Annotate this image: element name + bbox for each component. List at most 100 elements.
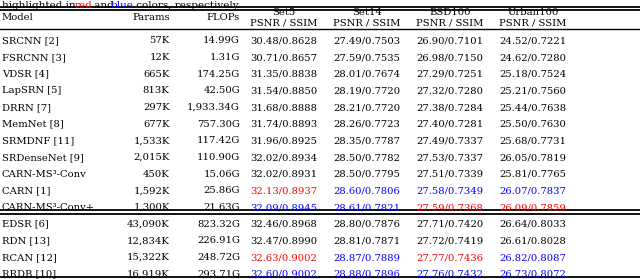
Text: PSNR / SSIM: PSNR / SSIM (250, 19, 317, 28)
Text: 297K: 297K (143, 103, 170, 112)
Text: 25.18/0.7524: 25.18/0.7524 (499, 70, 567, 79)
Text: 27.38/0.7284: 27.38/0.7284 (417, 103, 483, 112)
Text: 32.46/0.8968: 32.46/0.8968 (250, 220, 317, 229)
Text: 31.96/0.8925: 31.96/0.8925 (250, 136, 317, 145)
Text: BSD100: BSD100 (429, 8, 470, 17)
Text: MemNet [8]: MemNet [8] (2, 120, 63, 129)
Text: 1,933.34G: 1,933.34G (187, 103, 240, 112)
Text: and: and (91, 1, 117, 10)
Text: Set5: Set5 (272, 8, 295, 17)
Text: 117.42G: 117.42G (196, 136, 240, 145)
Text: 757.30G: 757.30G (197, 120, 240, 129)
Text: FLOPs: FLOPs (207, 13, 240, 22)
Text: DRRN [7]: DRRN [7] (2, 103, 51, 112)
Text: 32.02/0.8931: 32.02/0.8931 (250, 170, 317, 179)
Text: 31.54/0.8850: 31.54/0.8850 (250, 86, 317, 95)
Text: 26.90/0.7101: 26.90/0.7101 (417, 36, 483, 45)
Text: 27.49/0.7503: 27.49/0.7503 (333, 36, 400, 45)
Text: 28.50/0.7795: 28.50/0.7795 (333, 170, 400, 179)
Text: PSNR / SSIM: PSNR / SSIM (499, 19, 567, 28)
Text: 21.63G: 21.63G (204, 203, 240, 212)
Text: 248.72G: 248.72G (197, 253, 240, 262)
Text: 26.64/0.8033: 26.64/0.8033 (500, 220, 566, 229)
Text: 2,015K: 2,015K (133, 153, 170, 162)
Text: 28.61/0.7821: 28.61/0.7821 (333, 203, 400, 212)
Text: CARN-MS³-Conv: CARN-MS³-Conv (2, 170, 86, 179)
Text: 24.52/0.7221: 24.52/0.7221 (499, 36, 567, 45)
Text: RRDB [10]: RRDB [10] (2, 270, 56, 279)
Text: 226.91G: 226.91G (197, 236, 240, 245)
Text: 28.60/0.7806: 28.60/0.7806 (333, 186, 400, 195)
Text: 27.40/0.7281: 27.40/0.7281 (416, 120, 484, 129)
Text: 42.50G: 42.50G (204, 86, 240, 95)
Text: 110.90G: 110.90G (196, 153, 240, 162)
Text: red: red (75, 1, 93, 10)
Text: 12,834K: 12,834K (127, 236, 170, 245)
Text: FSRCNN [3]: FSRCNN [3] (2, 53, 66, 62)
Text: blue: blue (111, 1, 134, 10)
Text: 32.47/0.8990: 32.47/0.8990 (250, 236, 317, 245)
Text: 28.35/0.7787: 28.35/0.7787 (333, 136, 400, 145)
Text: 1.31G: 1.31G (209, 53, 240, 62)
Text: 450K: 450K (143, 170, 170, 179)
Text: highlighted in: highlighted in (2, 1, 79, 10)
Text: 25.81/0.7765: 25.81/0.7765 (500, 170, 566, 179)
Text: 27.77/0.7436: 27.77/0.7436 (417, 253, 483, 262)
Text: CARN [1]: CARN [1] (2, 186, 51, 195)
Text: 28.80/0.7876: 28.80/0.7876 (333, 220, 400, 229)
Text: 28.01/0.7674: 28.01/0.7674 (333, 70, 400, 79)
Text: 27.32/0.7280: 27.32/0.7280 (417, 86, 483, 95)
Text: 30.71/0.8657: 30.71/0.8657 (250, 53, 317, 62)
Text: EDSR [6]: EDSR [6] (2, 220, 49, 229)
Text: 27.51/0.7339: 27.51/0.7339 (417, 170, 483, 179)
Text: 1,533K: 1,533K (133, 136, 170, 145)
Text: 31.68/0.8888: 31.68/0.8888 (250, 103, 317, 112)
Text: 25.44/0.7638: 25.44/0.7638 (500, 103, 566, 112)
Text: VDSR [4]: VDSR [4] (2, 70, 49, 79)
Text: 28.88/0.7896: 28.88/0.7896 (333, 270, 400, 279)
Text: 31.35/0.8838: 31.35/0.8838 (250, 70, 317, 79)
Text: 1,300K: 1,300K (133, 203, 170, 212)
Text: RCAN [12]: RCAN [12] (2, 253, 57, 262)
Text: 27.59/0.7535: 27.59/0.7535 (333, 53, 400, 62)
Text: 26.07/0.7837: 26.07/0.7837 (500, 186, 566, 195)
Text: 12K: 12K (149, 53, 170, 62)
Text: 27.49/0.7337: 27.49/0.7337 (417, 136, 483, 145)
Text: 27.58/0.7349: 27.58/0.7349 (417, 186, 483, 195)
Text: 26.09/0.7859: 26.09/0.7859 (500, 203, 566, 212)
Text: SRDenseNet [9]: SRDenseNet [9] (2, 153, 84, 162)
Text: 15.06G: 15.06G (204, 170, 240, 179)
Text: Params: Params (132, 13, 170, 22)
Text: SRMDNF [11]: SRMDNF [11] (2, 136, 74, 145)
Text: 28.87/0.7889: 28.87/0.7889 (333, 253, 400, 262)
Text: PSNR / SSIM: PSNR / SSIM (333, 19, 401, 28)
Text: 32.02/0.8934: 32.02/0.8934 (250, 153, 317, 162)
Text: 27.29/0.7251: 27.29/0.7251 (417, 70, 483, 79)
Text: 174.25G: 174.25G (196, 70, 240, 79)
Text: 15,322K: 15,322K (127, 253, 170, 262)
Text: 32.60/0.9002: 32.60/0.9002 (250, 270, 317, 279)
Text: 27.59/0.7368: 27.59/0.7368 (417, 203, 483, 212)
Text: 28.26/0.7723: 28.26/0.7723 (333, 120, 400, 129)
Text: 26.82/0.8087: 26.82/0.8087 (500, 253, 566, 262)
Text: 25.86G: 25.86G (204, 186, 240, 195)
Text: 1,592K: 1,592K (133, 186, 170, 195)
Text: SRCNN [2]: SRCNN [2] (2, 36, 59, 45)
Text: 32.09/0.8945: 32.09/0.8945 (250, 203, 317, 212)
Text: 25.21/0.7560: 25.21/0.7560 (500, 86, 566, 95)
Text: 665K: 665K (143, 70, 170, 79)
Text: Model: Model (2, 13, 34, 22)
Text: 31.74/0.8893: 31.74/0.8893 (250, 120, 317, 129)
Text: colors, respectively.: colors, respectively. (133, 1, 241, 10)
Text: CARN-MS³-Conv+: CARN-MS³-Conv+ (2, 203, 95, 212)
Text: 28.21/0.7720: 28.21/0.7720 (333, 103, 400, 112)
Text: 24.62/0.7280: 24.62/0.7280 (500, 53, 566, 62)
Text: 27.71/0.7420: 27.71/0.7420 (416, 220, 484, 229)
Text: 28.81/0.7871: 28.81/0.7871 (333, 236, 401, 245)
Text: 293.71G: 293.71G (197, 270, 240, 279)
Text: 27.53/0.7337: 27.53/0.7337 (417, 153, 483, 162)
Text: 26.98/0.7150: 26.98/0.7150 (417, 53, 483, 62)
Text: 30.48/0.8628: 30.48/0.8628 (250, 36, 317, 45)
Text: 14.99G: 14.99G (203, 36, 240, 45)
Text: 28.19/0.7720: 28.19/0.7720 (333, 86, 400, 95)
